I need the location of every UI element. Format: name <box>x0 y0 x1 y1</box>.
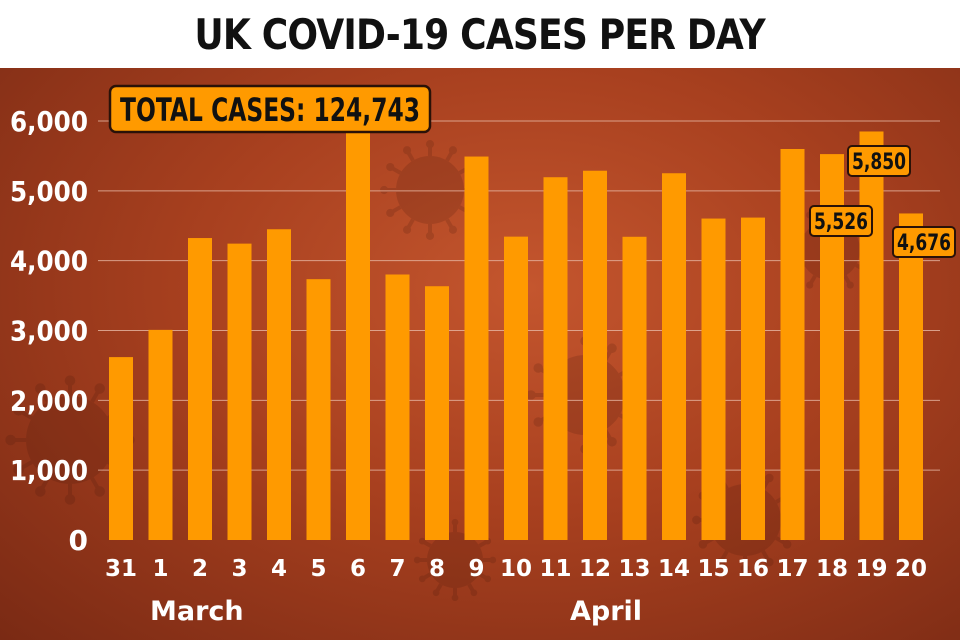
data-label-text: 5,850 <box>852 150 906 175</box>
x-tick-label: 6 <box>350 556 366 582</box>
x-tick-label: 3 <box>231 556 247 582</box>
data-label: 5,850 <box>847 145 911 177</box>
y-tick-label: 1,000 <box>10 454 88 487</box>
bar <box>701 218 726 540</box>
bar <box>741 217 765 540</box>
x-tick-label: 14 <box>658 556 690 582</box>
bar <box>346 127 370 540</box>
bar <box>227 243 252 541</box>
data-label-box <box>892 226 956 258</box>
bar <box>543 177 568 541</box>
x-tick-label: 7 <box>389 556 405 582</box>
y-tick-label: 5,000 <box>10 175 88 208</box>
bar <box>425 286 449 540</box>
bar <box>859 131 884 540</box>
x-tick-label: 16 <box>737 556 769 582</box>
chart-title: UK COVID-19 CASES PER DAY <box>194 9 766 59</box>
bar <box>504 236 528 541</box>
x-tick-label: 5 <box>310 556 326 582</box>
data-label: 4,676 <box>892 226 956 258</box>
x-tick-label: 18 <box>816 556 848 582</box>
x-tick-label: 15 <box>697 556 729 582</box>
bar <box>188 238 212 541</box>
x-tick-label: 31 <box>105 556 137 582</box>
x-tick-label: 9 <box>468 556 484 582</box>
x-tick-label: 2 <box>192 556 208 582</box>
data-label-box <box>847 145 911 177</box>
bar <box>583 170 607 541</box>
data-label-text: 4,676 <box>897 231 951 256</box>
x-tick-label: 13 <box>618 556 650 582</box>
data-label-box <box>809 205 873 237</box>
title-bar: UK COVID-19 CASES PER DAY <box>0 0 960 68</box>
y-tick-label: 2,000 <box>10 384 88 417</box>
bar <box>267 229 291 540</box>
data-label-text: 5,526 <box>814 210 868 235</box>
y-tick-label: 3,000 <box>10 315 88 348</box>
bar <box>306 279 331 540</box>
bar <box>780 149 805 540</box>
bar <box>899 213 923 540</box>
x-tick-label: 10 <box>500 556 532 582</box>
y-tick-label: 0 <box>69 524 88 557</box>
y-tick-label: 6,000 <box>10 105 88 138</box>
x-tick-label: 8 <box>429 556 445 582</box>
bar <box>622 236 647 540</box>
x-tick-label: 12 <box>579 556 611 582</box>
bar <box>464 156 489 540</box>
x-tick-label: 4 <box>271 556 287 582</box>
bar <box>148 329 173 540</box>
x-tick-label: 20 <box>895 556 927 582</box>
month-label: April <box>570 596 642 627</box>
month-label: March <box>150 596 244 627</box>
annotation-text: TOTAL CASES: 124,743 <box>120 91 420 129</box>
virus-icon <box>413 518 497 602</box>
bar <box>109 357 133 540</box>
annotation-box <box>108 84 432 134</box>
x-tick-label: 17 <box>776 556 808 582</box>
y-tick-label: 4,000 <box>10 245 88 278</box>
bar <box>662 173 686 540</box>
total-cases-annotation: TOTAL CASES: 124,743 <box>108 84 432 134</box>
x-tick-label: 1 <box>152 556 168 582</box>
x-tick-label: 11 <box>539 556 571 582</box>
data-label: 5,526 <box>809 205 873 237</box>
x-tick-label: 19 <box>855 556 887 582</box>
bar <box>385 274 410 540</box>
